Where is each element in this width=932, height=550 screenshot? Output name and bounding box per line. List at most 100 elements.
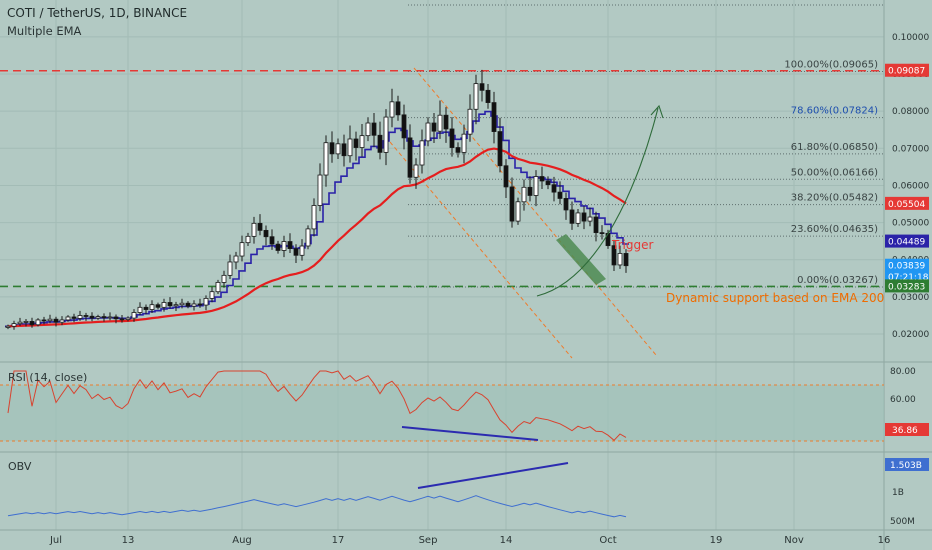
candle-body xyxy=(479,83,485,91)
candle-body xyxy=(401,114,407,139)
obv-divergence-line xyxy=(417,462,569,489)
price-badge-text: 0.03283 xyxy=(888,282,925,292)
candle-body xyxy=(413,164,419,178)
rsi-tick: 80.00 xyxy=(890,367,916,377)
price-badge xyxy=(885,63,929,77)
candle-body xyxy=(119,318,125,321)
candle-body xyxy=(593,216,599,234)
price-tick: 0.02000 xyxy=(892,330,929,340)
candle-body xyxy=(29,321,35,326)
candle-body xyxy=(113,316,119,320)
time-tick: Jul xyxy=(49,535,62,546)
support-label: Dynamic support based on EMA 200 xyxy=(666,291,884,305)
chart-title: COTI / TetherUS, 1D, BINANCE xyxy=(7,6,188,20)
indicator-label[interactable]: Multiple EMA xyxy=(7,24,82,38)
candlesticks xyxy=(5,69,629,330)
time-tick: Nov xyxy=(784,535,804,546)
candle-body xyxy=(167,302,173,307)
fib-label: 100.00%(0.09065) xyxy=(784,60,878,71)
ema-slow-line xyxy=(7,147,627,328)
candle-body xyxy=(107,316,113,319)
candle-body xyxy=(131,312,137,319)
candle-body xyxy=(125,317,131,320)
candle-body xyxy=(221,274,227,283)
candle-body xyxy=(569,209,575,224)
candle-body xyxy=(419,140,425,166)
rsi-line xyxy=(7,370,627,441)
candle-body xyxy=(503,165,509,188)
price-tick: 0.05000 xyxy=(892,219,929,229)
descending-channel xyxy=(389,67,657,359)
price-badge xyxy=(885,196,929,210)
obv-label[interactable]: OBV xyxy=(8,460,32,473)
candle-body xyxy=(269,236,275,245)
time-tick: Aug xyxy=(232,535,252,546)
candle-body xyxy=(11,323,17,327)
price-tick: 0.10000 xyxy=(892,33,929,43)
price-badge xyxy=(885,279,929,293)
candle-body xyxy=(5,325,11,328)
candle-body xyxy=(359,135,365,148)
candle-body xyxy=(557,191,563,199)
price-badge-text: 0.09087 xyxy=(888,67,925,77)
candle-body xyxy=(137,306,143,313)
candle-body xyxy=(155,304,161,308)
candle-body xyxy=(191,303,197,307)
candle-body xyxy=(599,232,605,235)
fib-label: 78.60%(0.07824) xyxy=(791,106,878,117)
obv-badge-text: 1.503B xyxy=(890,461,922,471)
candle-body xyxy=(425,122,431,142)
candle-body xyxy=(389,101,395,118)
price-badge-text: 0.04489 xyxy=(888,238,925,248)
candle-body xyxy=(143,306,149,310)
candle-body xyxy=(533,176,539,196)
rsi-badge xyxy=(885,423,929,436)
obv-pane: 1B 500M 1.503B xyxy=(7,458,929,527)
time-tick: 19 xyxy=(710,535,723,546)
rsi-divergence-line xyxy=(401,426,539,441)
candle-body xyxy=(71,316,77,319)
candle-body xyxy=(485,89,491,103)
candle-body xyxy=(173,304,179,307)
rsi-label[interactable]: RSI (14, close) xyxy=(8,371,88,384)
time-tick: Oct xyxy=(599,535,616,546)
candle-body xyxy=(203,297,209,306)
time-axis: Jul 13 Aug 17 Sep 14 Oct 19 Nov 16 xyxy=(0,529,932,546)
candle-body xyxy=(179,302,185,306)
candle-body xyxy=(497,131,503,167)
candle-body xyxy=(551,184,557,193)
rsi-tick: 60.00 xyxy=(890,395,916,405)
price-badge xyxy=(885,234,929,248)
candle-body xyxy=(575,212,581,224)
candle-body xyxy=(527,186,533,196)
candle-body xyxy=(461,133,467,153)
candle-body xyxy=(437,114,443,132)
candle-body xyxy=(449,128,455,148)
candle-body xyxy=(287,241,293,250)
candle-body xyxy=(611,245,617,266)
candle-body xyxy=(521,186,527,203)
projection-arrow xyxy=(536,107,659,297)
candle-body xyxy=(209,291,215,299)
time-tick: 16 xyxy=(878,535,891,546)
candle-body xyxy=(101,316,107,319)
price-tick: 0.07000 xyxy=(892,144,929,154)
trigger-zone xyxy=(556,234,606,285)
candle-body xyxy=(77,315,83,319)
candle-body xyxy=(149,304,155,310)
candle-body xyxy=(581,212,587,222)
fib-label: 61.80%(0.06850) xyxy=(791,142,878,153)
candle-body xyxy=(329,142,335,155)
fib-label: 38.20%(0.05482) xyxy=(791,193,878,204)
candle-body xyxy=(305,228,311,247)
candle-body xyxy=(623,253,629,267)
candle-body xyxy=(377,134,383,153)
candle-body xyxy=(365,122,371,137)
candle-body xyxy=(23,321,29,323)
candle-body xyxy=(353,138,359,148)
candle-body xyxy=(89,315,95,319)
price-axis: 0.100000.090000.080000.070000.060000.050… xyxy=(885,33,929,340)
candle-body xyxy=(263,229,269,238)
candle-body xyxy=(545,180,551,186)
